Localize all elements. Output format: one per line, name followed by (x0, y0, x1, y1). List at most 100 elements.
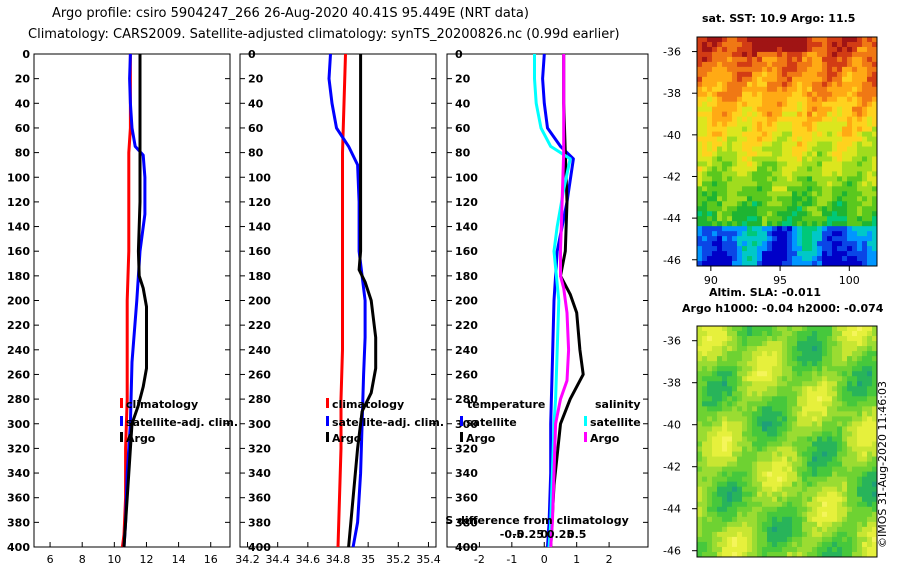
sla-cell (747, 336, 753, 342)
sla-cell (707, 471, 713, 478)
sla-cell (802, 436, 808, 442)
sla-cell (832, 466, 838, 473)
sst-cell (837, 201, 843, 207)
sla-cell (842, 371, 848, 377)
sst-cell (747, 171, 753, 177)
sst-cell (827, 201, 833, 207)
sst-cell (847, 171, 853, 177)
sst-cell (762, 101, 768, 108)
sst-cell (707, 156, 713, 162)
sla-cell (732, 481, 738, 488)
sst-cell (777, 176, 783, 182)
sst-cell (787, 166, 793, 172)
sla-cell (707, 516, 713, 523)
sst-cell (832, 181, 838, 187)
sla-cell (697, 431, 703, 437)
sla-cell (812, 471, 818, 478)
sla-cell (727, 411, 733, 417)
y-tick-label: 40 (248, 97, 264, 110)
sla-cell (832, 476, 838, 483)
sst-cell (857, 181, 863, 187)
sla-cell (737, 381, 743, 387)
sst-cell (837, 106, 843, 113)
sst-cell (717, 221, 723, 227)
sla-cell (847, 486, 853, 493)
sst-cell (722, 231, 728, 237)
sla-cell (817, 351, 823, 357)
sla-cell (842, 486, 848, 493)
map-y-tick-label: -40 (663, 419, 681, 432)
sst-cell (847, 91, 853, 98)
sst-cell (712, 71, 718, 78)
sst-cell (792, 151, 798, 157)
sla-cell (757, 496, 763, 503)
sst-cell (762, 96, 768, 103)
sla-cell (872, 531, 878, 538)
sst-cell (717, 136, 723, 142)
sla-cell (722, 346, 728, 352)
sla-cell (837, 356, 843, 362)
sst-cell (772, 91, 778, 98)
sla-cell (777, 416, 783, 422)
sst-cell (812, 161, 818, 167)
sla-cell (782, 391, 788, 397)
sla-cell (767, 511, 773, 518)
sla-cell (717, 361, 723, 367)
sst-cell (697, 261, 703, 267)
sst-cell (737, 56, 743, 63)
sla-cell (852, 471, 858, 478)
sst-cell (847, 161, 853, 167)
sst-cell (767, 261, 773, 267)
sla-cell (727, 551, 733, 558)
y-tick-label: 80 (15, 147, 31, 160)
sst-cell (747, 76, 753, 83)
sst-cell (717, 96, 723, 103)
sst-cell (742, 241, 748, 247)
sla-cell (707, 486, 713, 493)
sst-cell (847, 236, 853, 242)
sst-cell (762, 141, 768, 147)
sla-cell (802, 546, 808, 553)
sst-cell (737, 141, 743, 147)
sla-cell (812, 511, 818, 518)
sst-cell (717, 66, 723, 73)
sst-cell (817, 81, 823, 88)
y-tick-label: 60 (455, 122, 471, 135)
sst-cell (832, 216, 838, 222)
sst-cell (737, 151, 743, 157)
sla-cell (717, 426, 723, 432)
sla-cell (862, 506, 868, 513)
sla-cell (792, 351, 798, 357)
sla-cell (822, 431, 828, 437)
sst-cell (842, 96, 848, 103)
sla-cell (707, 521, 713, 528)
sla-cell (707, 371, 713, 377)
sla-cell (767, 441, 773, 447)
sst-cell (802, 246, 808, 252)
sst-cell (812, 121, 818, 128)
sla-cell (717, 406, 723, 412)
sst-cell (842, 56, 848, 63)
sst-cell (737, 211, 743, 217)
sla-cell (752, 461, 758, 468)
sst-cell (822, 37, 828, 43)
sst-cell (762, 111, 768, 118)
sla-cell (817, 531, 823, 538)
sla-cell (852, 326, 858, 332)
sla-cell (752, 536, 758, 543)
sla-cell (862, 396, 868, 402)
sst-cell (812, 111, 818, 118)
sst-cell (847, 111, 853, 118)
sla-cell (787, 366, 793, 372)
sla-cell (717, 371, 723, 377)
sla-cell (702, 386, 708, 392)
sla-cell (777, 511, 783, 518)
sla-cell (722, 391, 728, 397)
sla-cell (722, 421, 728, 427)
sst-cell (722, 166, 728, 172)
sst-cell (752, 81, 758, 88)
sst-cell (767, 186, 773, 192)
sst-cell (852, 196, 858, 202)
sst-cell (872, 216, 878, 222)
sla-cell (852, 396, 858, 402)
